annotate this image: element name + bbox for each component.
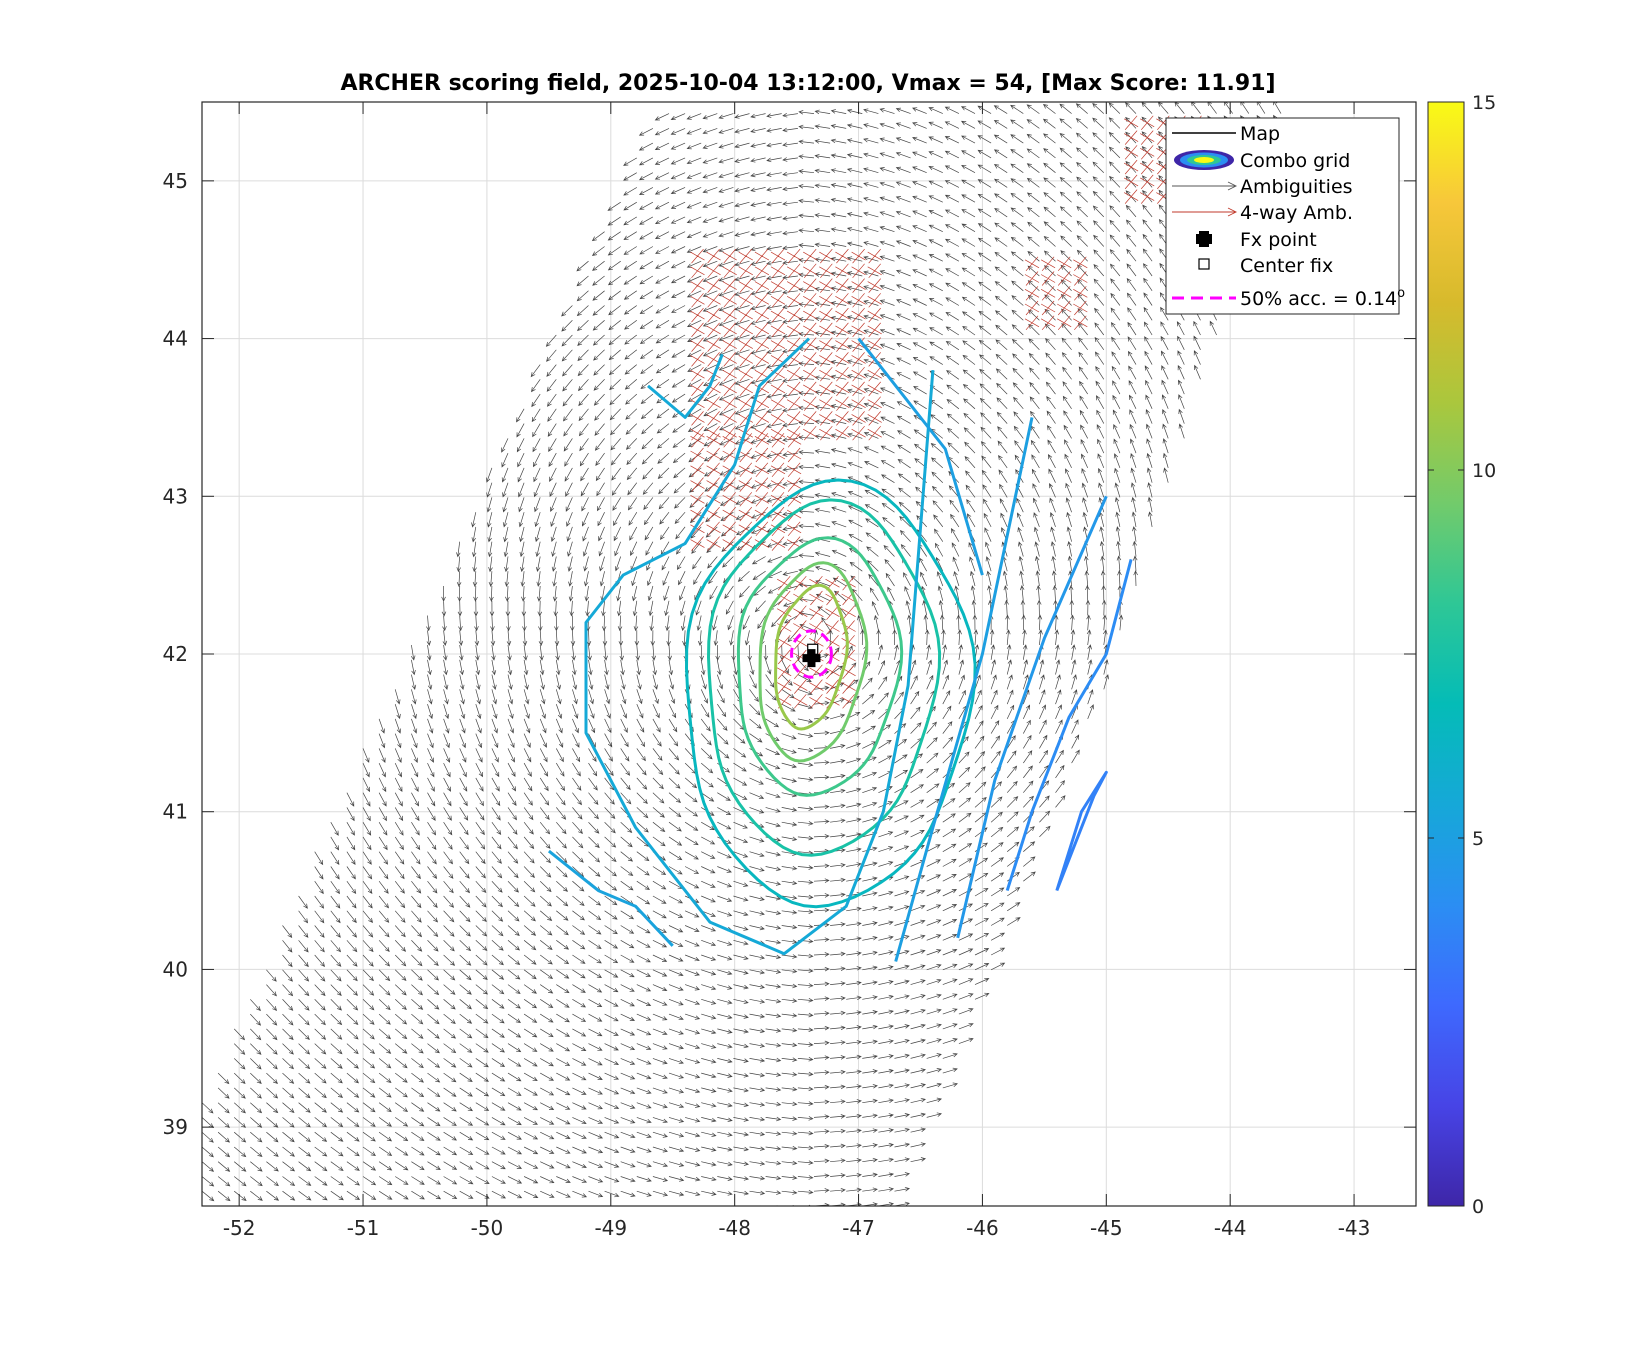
legend-label-ambiguities: Ambiguities [1240, 176, 1353, 198]
score-contour [547, 849, 674, 947]
score-contour [736, 536, 904, 797]
legend-label-4way: 4-way Amb. [1240, 202, 1353, 224]
legend-swatch-combo-grid [1174, 150, 1234, 170]
colorbar-tick-label: 5 [1472, 828, 1484, 850]
y-tick-label: 42 [163, 642, 188, 666]
legend-swatch-ambiguities [1172, 181, 1238, 191]
score-contour [1055, 770, 1108, 892]
score-contour [684, 478, 977, 909]
x-tick-label: -50 [471, 1216, 504, 1240]
x-tick-label: -44 [1214, 1216, 1247, 1240]
x-tick-label: -45 [1090, 1216, 1123, 1240]
legend-label-center-fix: Center fix [1240, 255, 1333, 277]
chart-title: ARCHER scoring field, 2025-10-04 13:12:0… [340, 71, 1275, 96]
score-contour [647, 353, 724, 419]
x-tick-label: -51 [347, 1216, 380, 1240]
colorbar: 0 5 10 15 [1427, 92, 1496, 1218]
score-contours [547, 337, 1133, 962]
x-tick-label: -49 [594, 1216, 627, 1240]
fx-point-marker [802, 649, 821, 668]
x-tick-label: -48 [718, 1216, 751, 1240]
x-tick-label: -46 [966, 1216, 999, 1240]
legend-swatch-center-fix [1198, 258, 1210, 270]
y-tick-label: 39 [163, 1115, 188, 1139]
score-contour [774, 583, 849, 731]
center-markers [790, 629, 833, 679]
colorbar-ticks: 0 5 10 15 [1428, 92, 1496, 1218]
legend-label-accuracy: 50% acc. = 0.14o [1240, 286, 1405, 310]
y-tick-label: 44 [163, 327, 188, 351]
four-way-ambiguities [690, 115, 1203, 709]
score-contour [758, 561, 869, 763]
legend-label-fx-point: Fx point [1240, 229, 1317, 251]
legend-swatch-fx-point [1196, 231, 1212, 247]
score-contour [857, 337, 984, 576]
legend-label-map: Map [1240, 123, 1280, 145]
four-way-ambiguity-arrows [690, 115, 1203, 709]
score-contour [584, 337, 935, 956]
x-tick-label: -52 [223, 1216, 256, 1240]
score-contour [894, 417, 1034, 962]
colorbar-tick-label: 10 [1472, 460, 1496, 482]
score-contour [956, 495, 1108, 939]
y-tick-label: 40 [163, 957, 188, 981]
accuracy-circle [790, 629, 833, 679]
score-contour [706, 498, 942, 857]
colorbar-gradient [1427, 101, 1465, 1207]
legend-swatch-4way [1172, 207, 1238, 217]
y-tick-label: 41 [163, 800, 188, 824]
legend: Map Combo grid Ambiguities 4-way Amb. Fx… [1165, 117, 1405, 315]
y-tick-label: 45 [163, 169, 188, 193]
colorbar-tick-label: 15 [1472, 92, 1496, 114]
axis-ticks: -52 -51 -50 -49 -48 -47 -46 -45 -44 -43 39 40 41 42 43… [163, 102, 1416, 1240]
legend-label-combo-grid: Combo grid [1240, 150, 1350, 172]
colorbar-tick-label: 0 [1472, 1196, 1484, 1218]
score-contour [1005, 559, 1133, 892]
x-tick-label: -47 [842, 1216, 875, 1240]
y-tick-label: 43 [163, 484, 188, 508]
x-tick-label: -43 [1338, 1216, 1371, 1240]
